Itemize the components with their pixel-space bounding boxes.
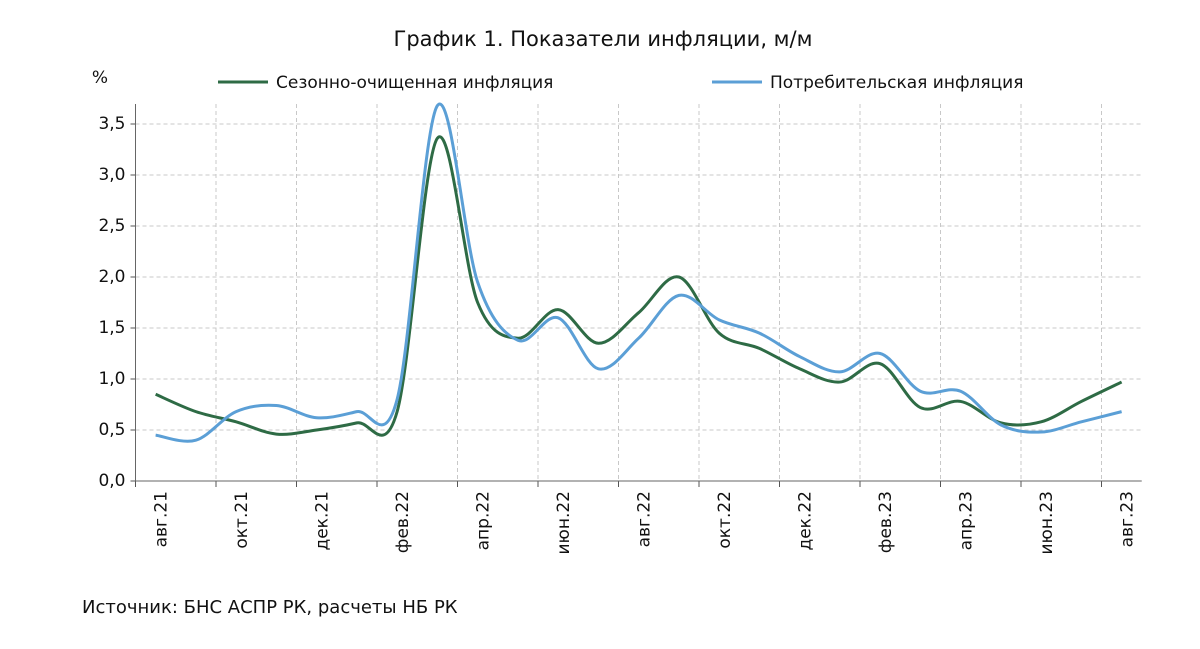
x-tick-label: июн.22	[554, 491, 574, 555]
y-tick-label: 1,5	[98, 318, 125, 338]
y-tick-label: 3,0	[98, 165, 125, 185]
y-axis-label: %	[92, 68, 108, 88]
x-tick-label: апр.22	[474, 491, 494, 550]
x-tick-label: фев.23	[876, 491, 896, 553]
y-tick-label: 2,5	[98, 216, 125, 236]
y-tick-label: 0,5	[98, 420, 125, 440]
y-tick-label: 3,5	[98, 114, 125, 134]
x-tick-label: окт.21	[232, 491, 252, 549]
x-tick-label: окт.22	[715, 491, 735, 549]
x-tick-label: дек.21	[313, 491, 333, 551]
y-tick-label: 1,0	[98, 369, 125, 389]
x-tick-label: фев.22	[393, 491, 413, 553]
legend-label: Сезонно-очищенная инфляция	[276, 73, 553, 93]
y-tick-label: 2,0	[98, 267, 125, 287]
x-tick-label: апр.23	[957, 491, 977, 550]
y-tick-label: 0,0	[98, 471, 125, 491]
source-note: Источник: БНС АСПР РК, расчеты НБ РК	[82, 597, 458, 618]
x-tick-label: авг.23	[1118, 491, 1138, 547]
x-tick-label: дек.22	[796, 491, 816, 551]
series-line	[155, 135, 1123, 437]
legend-label: Потребительская инфляция	[770, 73, 1023, 93]
x-tick-label: июн.23	[1037, 491, 1057, 555]
x-tick-label: авг.22	[635, 491, 655, 547]
x-tick-label: авг.21	[152, 491, 172, 547]
series-line	[155, 102, 1122, 443]
chart-title: График 1. Показатели инфляции, м/м	[394, 27, 813, 51]
